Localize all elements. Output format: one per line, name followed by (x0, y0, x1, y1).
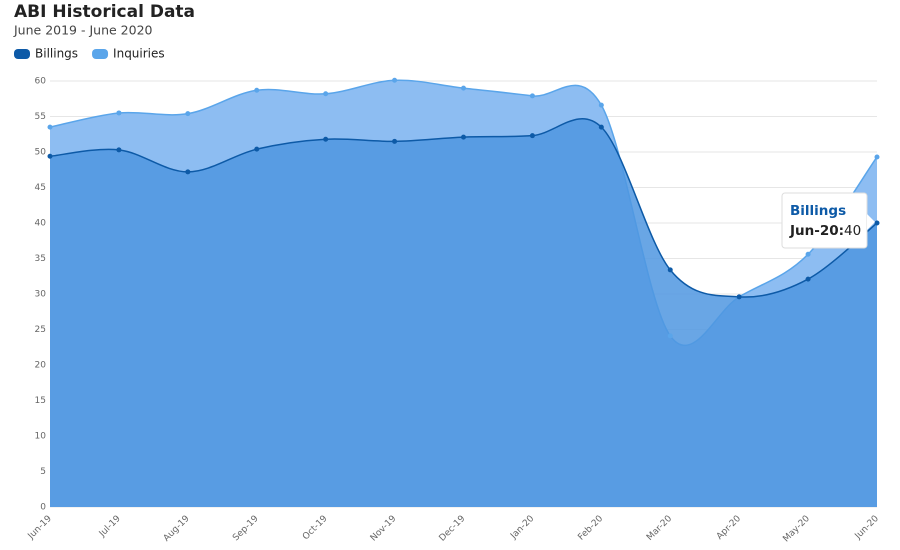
y-tick-label: 5 (40, 467, 46, 477)
y-tick-label: 55 (35, 112, 46, 122)
point (254, 87, 260, 93)
x-tick-label: Oct-19 (301, 514, 330, 543)
x-tick-label: Mar-20 (645, 514, 674, 543)
x-tick-label: Nov-19 (369, 514, 399, 544)
point (323, 91, 329, 97)
tooltip-value: 40 (844, 223, 861, 239)
x-tick-label: Sep-19 (231, 514, 261, 544)
tooltip-title: Billings (790, 203, 846, 219)
point (598, 102, 604, 108)
y-tick-label: 0 (40, 503, 46, 513)
y-tick-label: 10 (35, 432, 47, 442)
y-tick-label: 45 (35, 183, 46, 193)
point (805, 251, 811, 257)
point (254, 146, 260, 152)
y-tick-label: 60 (35, 77, 47, 87)
point (805, 276, 811, 282)
y-tick-label: 20 (35, 361, 47, 371)
area (50, 118, 877, 507)
point (461, 85, 466, 91)
point (47, 124, 53, 130)
chart-subtitle: June 2019 - June 2020 (13, 23, 153, 38)
point (874, 154, 880, 160)
point (185, 111, 191, 117)
point (529, 133, 535, 139)
y-tick-label: 25 (35, 325, 46, 335)
chart-title: ABI Historical Data (14, 2, 195, 22)
y-tick-label: 15 (35, 396, 46, 406)
point (392, 138, 398, 144)
x-tick-label: Dec-19 (438, 514, 468, 544)
x-tick-label: Feb-20 (576, 514, 605, 543)
point (116, 147, 122, 153)
y-tick-label: 30 (35, 290, 47, 300)
x-tick-label: Jan-20 (508, 514, 536, 542)
x-tick-label: May-20 (781, 514, 812, 545)
point (667, 333, 673, 339)
point (323, 136, 329, 142)
point (874, 220, 880, 226)
tooltip-box (781, 192, 868, 249)
tooltip-label: Jun-20: (789, 223, 844, 239)
point (667, 267, 673, 273)
tooltip: Billings Jun-20: 40 (781, 192, 875, 249)
x-tick-label: Apr-20 (715, 514, 743, 542)
point (461, 134, 466, 140)
legend-swatch (92, 49, 109, 59)
legend-swatch (14, 49, 30, 59)
point (598, 124, 604, 130)
point (47, 153, 53, 159)
plot-area (47, 77, 880, 507)
y-tick-label: 40 (35, 219, 47, 229)
point (392, 77, 398, 83)
x-tick-label: Jun-19 (26, 514, 54, 542)
legend-label: Billings (35, 47, 78, 61)
tooltip-pointer (867, 214, 875, 230)
y-tick-label: 50 (35, 148, 47, 158)
x-tick-label: Jun-20 (853, 514, 881, 542)
point (116, 110, 122, 116)
point (185, 169, 191, 175)
point (736, 294, 742, 300)
x-tick-label: Jul-19 (97, 514, 123, 540)
point (529, 93, 535, 99)
legend: Billings Inquiries (14, 47, 165, 61)
x-tick-label: Aug-19 (162, 514, 192, 544)
legend-label: Inquiries (113, 47, 165, 61)
y-tick-label: 35 (35, 254, 46, 264)
